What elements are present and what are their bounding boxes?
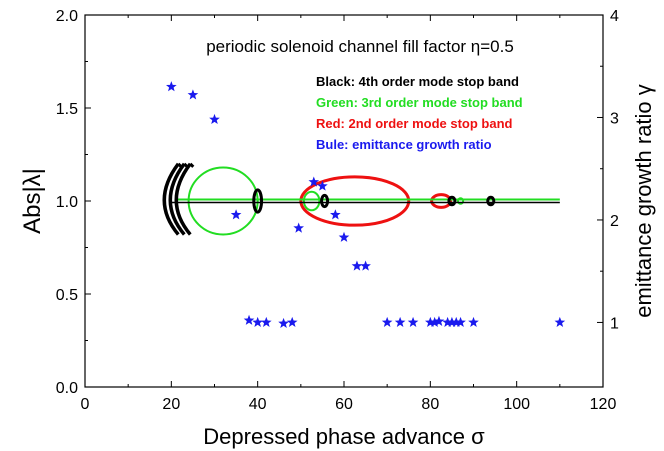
legend-entry: Black: 4th order mode stop band — [316, 74, 519, 89]
x-tick-label: 40 — [249, 396, 267, 413]
green-stop-band — [302, 190, 321, 212]
x-tick-label: 80 — [421, 396, 439, 413]
y-tick-label-left: 1.5 — [56, 101, 78, 118]
emittance-point — [243, 314, 255, 325]
emittance-point — [187, 89, 199, 100]
x-tick-label: 0 — [81, 396, 90, 413]
y-tick-label-right: 1 — [610, 315, 619, 332]
black-stop-band — [486, 195, 496, 207]
emittance-point — [293, 222, 304, 233]
green-stop-band — [187, 166, 259, 236]
emittance-point — [407, 316, 419, 327]
x-tick-label: 20 — [162, 396, 180, 413]
emittance-point — [252, 316, 263, 327]
emittance-point — [425, 316, 436, 327]
black-stop-band-arc — [162, 162, 180, 236]
y-tick-label-right: 4 — [610, 8, 619, 25]
emittance-point — [468, 316, 479, 327]
chart-title: periodic solenoid channel fill factor η=… — [206, 37, 514, 56]
black-stop-band-arc — [168, 162, 186, 236]
emittance-point — [554, 316, 566, 327]
y-tick-label-left: 0.5 — [56, 287, 78, 304]
y-tick-label-right: 2 — [610, 213, 619, 230]
emittance-point — [450, 316, 462, 327]
emittance-point — [455, 316, 466, 327]
emittance-point — [166, 81, 177, 92]
black-stop-band — [320, 193, 330, 209]
y-tick-label-left: 2.0 — [56, 8, 78, 25]
emittance-point — [351, 260, 363, 271]
emittance-point — [260, 316, 272, 327]
black-stop-band — [447, 195, 457, 207]
black-stop-band-arc — [174, 162, 192, 236]
black-stop-band — [252, 188, 264, 214]
emittance-point — [286, 316, 298, 327]
red-stop-band — [299, 175, 411, 227]
x-tick-label: 120 — [590, 396, 617, 413]
emittance-point — [429, 316, 440, 327]
emittance-point — [442, 316, 453, 327]
y-axis-label-right: emittance growth ratio γ — [631, 84, 656, 318]
emittance-point — [308, 176, 320, 187]
y-tick-label-right: 3 — [610, 110, 619, 127]
x-tick-label: 60 — [335, 396, 353, 413]
legend-entry: Red: 2nd order mode stop band — [316, 116, 513, 131]
green-stop-band — [456, 197, 465, 205]
emittance-point — [394, 316, 406, 327]
x-axis-label: Depressed phase advance σ — [203, 424, 485, 449]
x-tick-label: 100 — [503, 396, 530, 413]
black-arc-cap — [189, 162, 195, 168]
y-tick-label-left: 1.0 — [56, 194, 78, 211]
emittance-point — [278, 317, 289, 328]
emittance-point — [446, 316, 458, 327]
emittance-point — [360, 260, 371, 271]
y-axis-label-left: Abs|λ| — [19, 168, 46, 234]
emittance-point — [338, 231, 350, 242]
legend-entry: Green: 3rd order mode stop band — [316, 95, 523, 110]
emittance-point — [381, 316, 393, 327]
legend-entry: Bule: emittance growth ratio — [316, 137, 492, 152]
emittance-point — [209, 113, 220, 125]
emittance-point — [330, 209, 341, 220]
red-stop-band — [430, 193, 453, 209]
y-tick-label-left: 0.0 — [56, 380, 78, 397]
emittance-point — [317, 180, 328, 191]
emittance-point — [230, 209, 242, 220]
emittance-point — [433, 315, 445, 326]
